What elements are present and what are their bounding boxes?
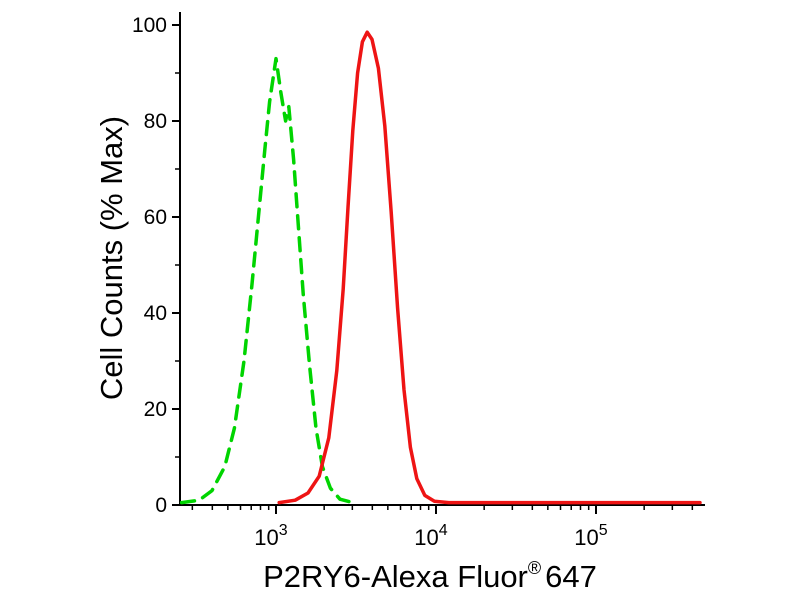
- registered-trademark-symbol: ®: [527, 558, 542, 578]
- x-axis-title: P2RY6-Alexa Fluor® 647: [263, 558, 597, 595]
- x-axis-title-suffix: 647: [545, 559, 597, 594]
- y-axis-ticks: 0 20 40 60 80 100: [132, 14, 180, 517]
- y-tick-label: 0: [155, 494, 167, 517]
- y-axis-title: Cell Counts (% Max): [94, 115, 129, 401]
- y-tick-label: 80: [144, 110, 167, 133]
- red-solid-curve: [277, 30, 702, 505]
- x-axis-title-main: P2RY6-Alexa Fluor: [263, 559, 528, 594]
- x-tick-label: 105: [574, 522, 607, 550]
- x-tick-label: 104: [414, 522, 447, 550]
- y-tick-label: 40: [144, 302, 167, 325]
- x-axis-ticks: 103 104 105: [191, 505, 694, 550]
- green-dashed-curve: [179, 56, 355, 505]
- x-tick-label: 103: [254, 522, 287, 550]
- y-tick-label: 60: [144, 206, 167, 229]
- y-tick-label: 20: [144, 398, 167, 421]
- series-curves: [179, 30, 702, 505]
- y-tick-label: 100: [132, 14, 167, 37]
